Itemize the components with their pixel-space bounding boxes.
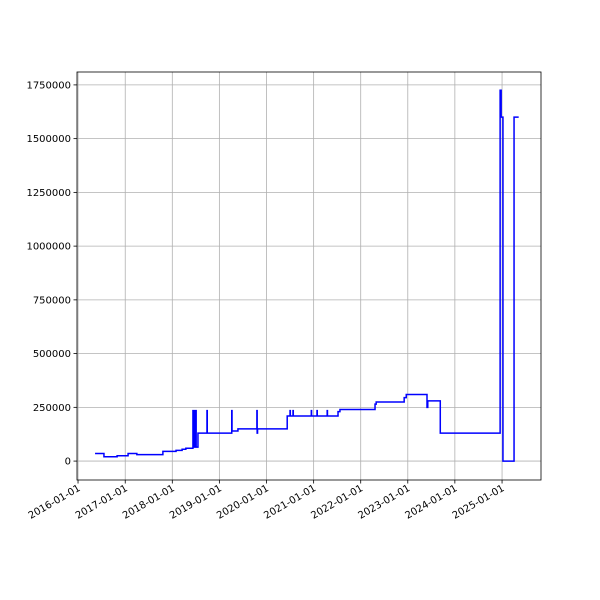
y-tick-label: 1500000 (26, 134, 71, 145)
x-tick-label: 2021-01-01 (262, 483, 318, 522)
x-tick-label: 2016-01-01 (27, 483, 83, 522)
y-tick-label: 750000 (33, 295, 71, 306)
plot-frame (76, 71, 542, 481)
x-tick-label: 2019-01-01 (168, 483, 224, 522)
x-tick-label: 2020-01-01 (215, 483, 271, 522)
y-tick-label: 1000000 (26, 242, 71, 253)
x-tick-label: 2018-01-01 (121, 483, 177, 522)
y-tick-label: 1750000 (26, 80, 71, 91)
x-tick-label: 2024-01-01 (404, 483, 460, 522)
x-tick-label: 2022-01-01 (309, 483, 365, 522)
y-tick-label: 0 (65, 457, 71, 468)
x-tick-label: 2025-01-01 (451, 483, 507, 522)
x-tick-label: 2017-01-01 (74, 483, 130, 522)
y-tick-label: 250000 (33, 403, 71, 414)
y-tick-label: 1250000 (26, 188, 71, 199)
data-line (95, 89, 519, 462)
x-tick-label: 2023-01-01 (356, 483, 412, 522)
y-tick-label: 500000 (33, 349, 71, 360)
